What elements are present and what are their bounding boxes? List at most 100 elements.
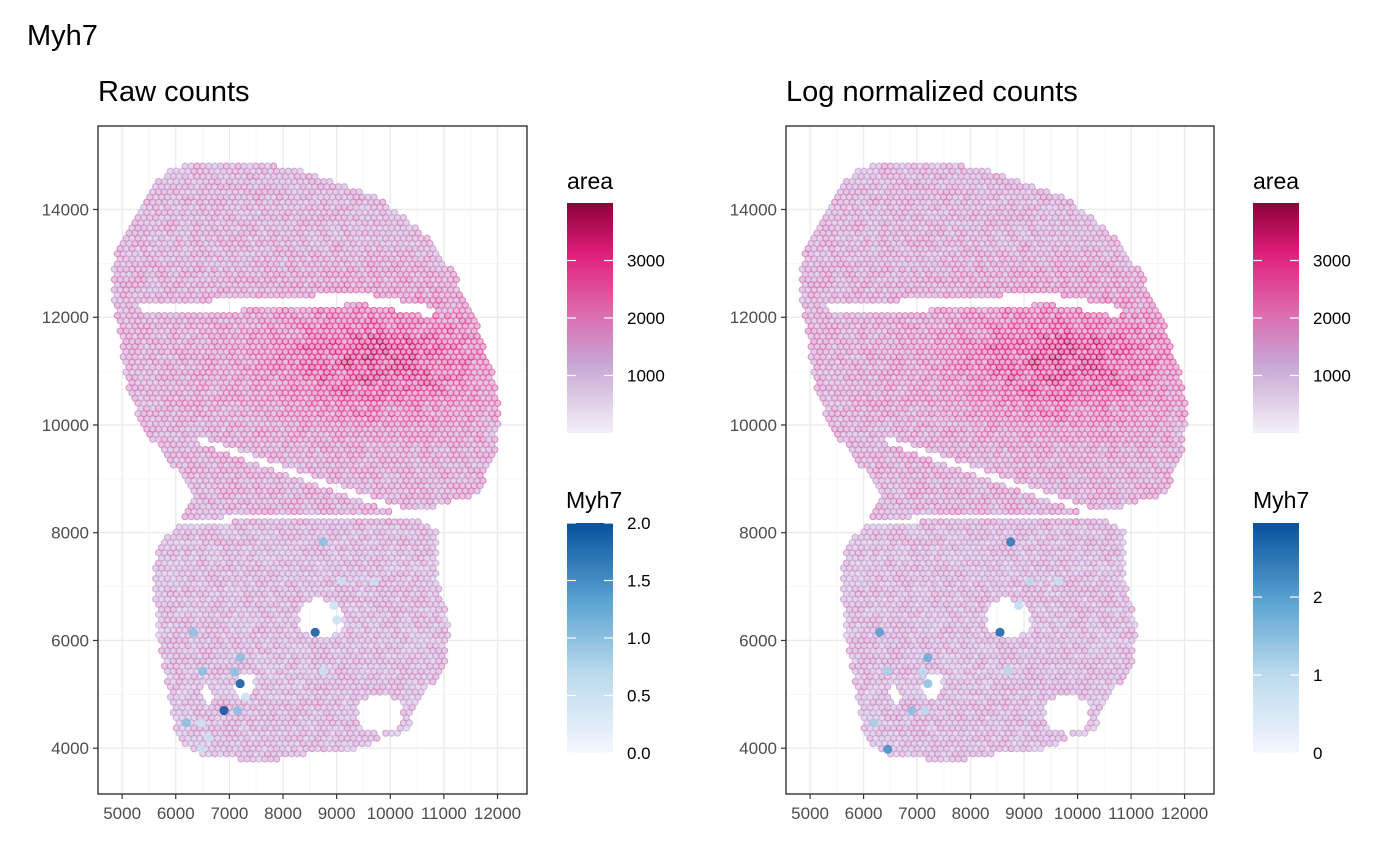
spot-center [182,679,188,685]
spot-center [380,560,386,566]
spot-center [400,699,406,705]
spot-center [285,519,291,525]
spot-center [424,627,430,633]
spot-center [342,699,347,705]
spot-center [336,586,341,592]
spot-center [315,529,321,535]
spot-center [300,741,306,746]
spot-center [176,699,182,705]
spot-center [315,581,321,587]
spot-center [433,467,439,473]
spot-center [285,674,291,679]
spot-center [330,493,336,499]
spot-center [265,710,271,715]
spot-center [433,674,439,679]
spot-center [380,663,386,669]
spot-center [336,658,341,664]
spot-center [283,751,288,757]
spot-center [347,576,353,581]
spot-center [159,648,164,654]
spot-center [194,617,200,623]
spot-center [274,601,279,607]
spot-center [274,581,279,587]
spot-center [415,663,421,669]
spot-center [371,524,377,530]
spot-center [339,560,344,566]
spot-center [386,622,392,628]
spot-center [271,751,277,757]
spot-center [356,653,362,659]
spot-center [291,540,297,545]
spot-center [368,540,374,545]
spot-center [244,653,250,659]
spot-center [256,746,262,752]
spot-center [374,509,380,514]
spot-center [218,462,223,468]
spot-center [247,493,253,499]
spot-center [451,467,456,473]
spot-center [247,699,253,705]
spot-center [250,663,256,669]
spot-center [271,473,277,478]
spot-center [415,519,421,525]
spot-center [315,705,321,710]
spot-center [424,462,430,468]
spot-center [194,596,200,602]
spot-center [415,488,421,494]
spot-center [277,658,282,664]
spot-center [194,730,200,736]
spot-center [188,565,194,571]
spot-center [483,462,489,468]
spot-center [368,570,374,576]
spot-center [274,478,279,483]
spot-center [365,617,371,623]
spot-center [179,715,185,721]
spot-center [362,529,368,535]
spot-center [400,503,406,509]
spot-center [274,560,279,566]
spot-center [280,529,285,535]
spot-center [232,632,238,638]
spot-center [247,668,253,674]
spot-center [350,622,356,628]
spot-center [259,503,265,509]
spot-center [185,467,191,473]
spot-center [203,622,209,628]
spot-center [327,725,333,731]
spot-center [400,689,406,695]
spot-center [297,674,303,679]
spot-center [342,627,347,633]
spot-center [215,591,220,597]
spot-center [241,493,247,499]
spot-center [347,524,353,530]
spot-center [365,596,371,602]
spot-center [321,519,327,525]
spot-center [173,601,179,607]
spot-center [353,534,359,540]
spot-center [312,658,318,664]
spot-center [365,679,371,685]
spot-center [306,586,312,592]
spot-center [400,638,406,643]
spot-center [241,638,247,643]
spot-center [392,550,397,556]
spot-center [262,735,268,741]
spot-center [188,658,194,664]
spot-center [188,586,194,592]
spot-center [403,570,409,576]
spot-center [156,622,161,628]
spot-center [283,689,288,695]
spot-center [297,540,303,545]
spot-center [377,627,383,633]
spot-center [212,483,218,489]
spot-center [406,720,412,726]
spot-center [238,467,244,473]
spot-center [421,560,427,566]
spot-center [165,596,170,602]
spot-center [288,607,294,612]
spot-center [285,705,291,710]
spot-center [389,607,394,612]
spot-center [285,581,291,587]
spot-center [427,550,433,556]
spot-center [191,705,197,710]
